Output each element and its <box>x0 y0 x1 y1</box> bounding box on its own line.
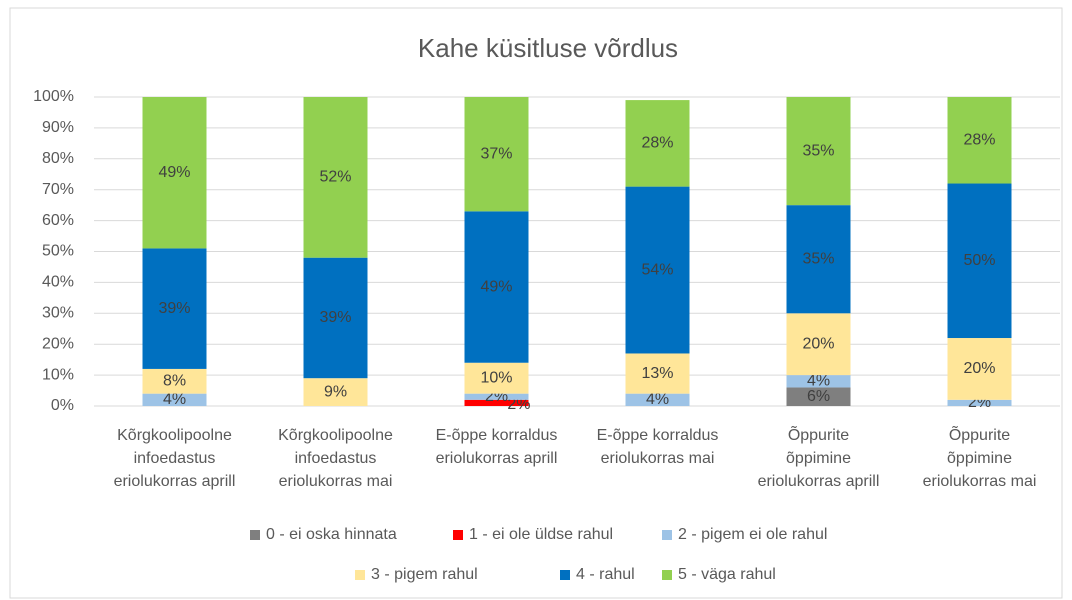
legend-label: 1 - ei ole üldse rahul <box>469 526 613 543</box>
bar-segment <box>142 248 207 369</box>
y-tick-label: 60% <box>42 212 74 229</box>
y-tick-label: 80% <box>42 150 74 167</box>
legend-label: 2 - pigem ei ole rahul <box>678 526 827 543</box>
data-label: 20% <box>802 335 834 352</box>
data-label: 2% <box>507 396 530 413</box>
data-label: 4% <box>163 391 186 408</box>
bar-segment <box>786 97 851 206</box>
y-tick-label: 10% <box>42 366 74 383</box>
y-tick-label: 70% <box>42 181 74 198</box>
x-tick-label-line: E-õppe korraldus <box>597 427 719 444</box>
data-label: 6% <box>807 388 830 405</box>
data-label: 28% <box>963 131 995 148</box>
bar-segment <box>625 186 690 354</box>
bar-segment <box>625 100 690 187</box>
bar-segment <box>142 368 207 394</box>
x-tick-label-line: Kõrgkoolipoolne <box>117 427 232 444</box>
bar-segment <box>786 387 851 406</box>
x-tick-label-line: infoedastus <box>295 450 377 467</box>
data-label: 50% <box>963 252 995 269</box>
legend-label: 3 - pigem rahul <box>371 566 478 583</box>
data-label: 39% <box>158 300 190 317</box>
x-tick-label-line: Kõrgkoolipoolne <box>278 427 393 444</box>
x-tick-label: Õppurite õppimine eriolukorras mai <box>923 424 1037 490</box>
y-tick-label: 50% <box>42 243 74 260</box>
bar-segment <box>786 375 851 388</box>
x-tick-label: E-õppe korraldus eriolukorras aprill <box>436 427 558 467</box>
legend-swatch <box>250 530 260 540</box>
data-label: 37% <box>480 145 512 162</box>
bar-segment <box>464 362 529 394</box>
legend-swatch <box>662 570 672 580</box>
legend-label: 5 - väga rahul <box>678 566 776 583</box>
x-tick-label: Kõrgkoolipoolne infoedastus eriolukorras a… <box>114 427 236 490</box>
data-label: 28% <box>641 135 673 152</box>
y-tick-label: 100% <box>33 88 74 105</box>
bar-segment <box>947 338 1012 400</box>
data-label: 20% <box>963 360 995 377</box>
data-label: 9% <box>324 383 347 400</box>
data-label: 13% <box>641 365 673 382</box>
x-tick-label-line: Õppurite <box>788 424 849 444</box>
data-label: 8% <box>163 372 186 389</box>
data-label: 52% <box>319 169 351 186</box>
bar-segment <box>947 183 1012 339</box>
y-tick-label: 40% <box>42 274 74 291</box>
y-tick-label: 0% <box>51 397 74 414</box>
data-label: 35% <box>802 250 834 267</box>
bar-segment <box>303 378 368 406</box>
x-tick-label-line: Õppurite <box>949 424 1010 444</box>
x-tick-label-line: E-õppe korraldus <box>436 427 558 444</box>
x-tick-label-line: õppimine <box>947 450 1012 467</box>
bar-segment <box>142 393 207 406</box>
x-tick-label: Kõrgkoolipoolne infoedastus eriolukorras m… <box>278 427 393 490</box>
bar-segment <box>464 211 529 363</box>
data-label: 49% <box>158 164 190 181</box>
data-label: 39% <box>319 309 351 326</box>
bar-segment <box>625 393 690 406</box>
bar-segment <box>786 205 851 314</box>
bar-segment <box>786 313 851 376</box>
x-tick-label-line: eriolukorras aprill <box>114 473 236 490</box>
chart-title: Kahe küsitluse võrdlus <box>418 33 678 63</box>
x-tick-label-line: eriolukorras mai <box>923 473 1037 490</box>
y-tick-label: 90% <box>42 119 74 136</box>
bar-segment <box>464 97 529 212</box>
data-label: 10% <box>480 369 512 386</box>
data-label: 49% <box>480 278 512 295</box>
data-label: 35% <box>802 142 834 159</box>
bar-segment <box>947 399 1012 406</box>
y-tick-label: 20% <box>42 335 74 352</box>
y-tick-label: 30% <box>42 305 74 322</box>
x-tick-label-line: eriolukorras mai <box>601 450 715 467</box>
x-tick-label-line: infoedastus <box>134 450 216 467</box>
x-tick-label-line: õppimine <box>786 450 851 467</box>
bar-segment <box>303 257 368 379</box>
x-tick-label-line: eriolukorras aprill <box>758 473 880 490</box>
legend-label: 4 - rahul <box>576 566 635 583</box>
legend-swatch <box>560 570 570 580</box>
x-tick-label-line: eriolukorras mai <box>279 473 393 490</box>
legend-label: 0 - ei oska hinnata <box>266 526 397 543</box>
x-tick-label: Õppurite õppimine eriolukorras aprill <box>758 424 880 490</box>
legend-swatch <box>355 570 365 580</box>
bar-segment <box>625 353 690 394</box>
data-label: 54% <box>641 261 673 278</box>
bar-segment <box>947 97 1012 184</box>
x-tick-label-line: eriolukorras aprill <box>436 450 558 467</box>
data-label: 4% <box>646 391 669 408</box>
legend-swatch <box>453 530 463 540</box>
x-tick-label: E-õppe korraldus eriolukorras mai <box>597 427 719 467</box>
bar-segment <box>464 393 529 400</box>
bar-segment <box>142 97 207 249</box>
bar-segment <box>464 399 529 406</box>
legend-swatch <box>662 530 672 540</box>
data-label: 4% <box>807 372 830 389</box>
bar-segment <box>303 97 368 258</box>
